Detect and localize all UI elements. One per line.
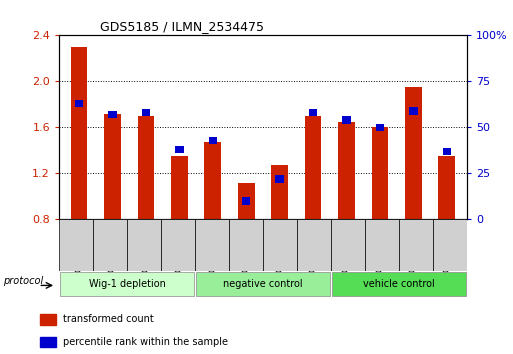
Bar (331, 219, 365, 271)
Bar (342, 116, 351, 124)
Bar (405, 87, 422, 219)
Bar (71, 47, 87, 219)
Bar (127, 219, 161, 271)
Bar (263, 219, 297, 271)
Bar (376, 124, 384, 131)
Bar (365, 219, 399, 271)
Bar (275, 175, 284, 183)
Bar (399, 219, 433, 271)
Bar (371, 127, 388, 219)
Bar (195, 219, 229, 271)
Bar (297, 219, 331, 271)
Bar (238, 183, 254, 219)
Text: percentile rank within the sample: percentile rank within the sample (63, 337, 228, 347)
Bar (171, 156, 188, 219)
Bar (433, 219, 467, 271)
Bar (93, 219, 127, 271)
Bar (331, 272, 466, 296)
Text: vehicle control: vehicle control (363, 279, 435, 289)
Bar (195, 272, 330, 296)
Bar (271, 165, 288, 219)
Bar (439, 156, 455, 219)
Bar (40, 314, 56, 325)
Bar (40, 337, 56, 347)
Bar (108, 111, 116, 118)
Bar (409, 107, 418, 115)
Bar (60, 272, 194, 296)
Bar (59, 219, 93, 271)
Bar (204, 142, 221, 219)
Bar (142, 109, 150, 116)
Bar (209, 137, 217, 144)
Bar (75, 100, 83, 107)
Bar (161, 219, 195, 271)
Bar (443, 148, 451, 155)
Text: GDS5185 / ILMN_2534475: GDS5185 / ILMN_2534475 (100, 20, 264, 33)
Bar (305, 116, 322, 219)
Bar (229, 219, 263, 271)
Bar (175, 146, 184, 153)
Bar (309, 109, 317, 116)
Text: transformed count: transformed count (63, 314, 153, 325)
Bar (338, 122, 355, 219)
Text: protocol: protocol (3, 276, 43, 286)
Text: negative control: negative control (223, 279, 303, 289)
Bar (242, 198, 250, 205)
Text: Wig-1 depletion: Wig-1 depletion (89, 279, 165, 289)
Bar (104, 114, 121, 219)
Bar (137, 116, 154, 219)
